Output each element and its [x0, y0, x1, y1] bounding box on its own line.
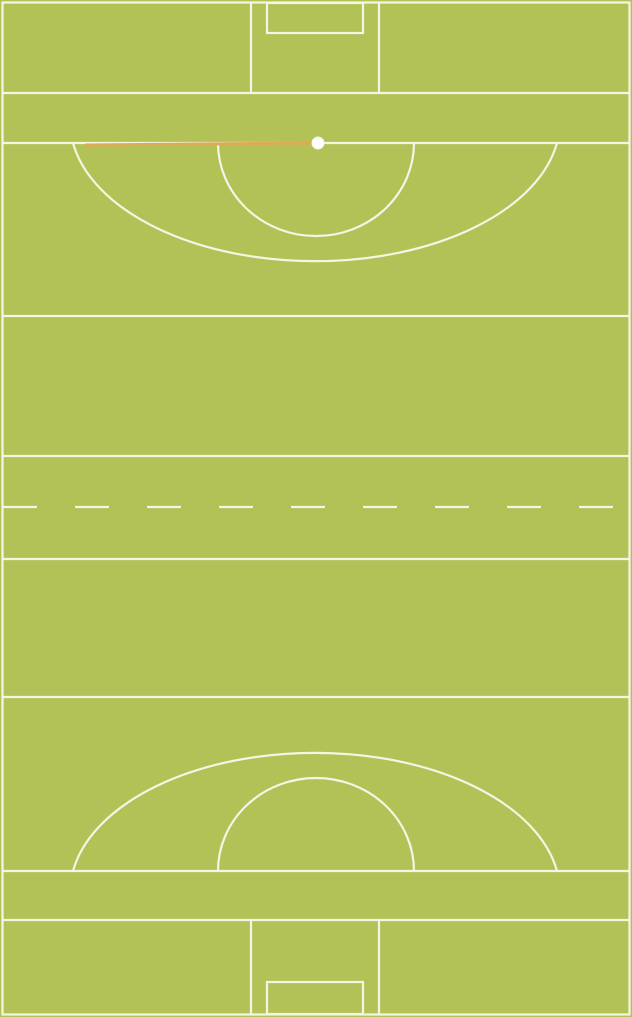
top-inner-arc	[216, 142, 416, 238]
bottom-inner-arc	[216, 776, 416, 872]
bottom-large-rectangle	[249, 920, 381, 1014]
top-outer-arc	[71, 142, 559, 263]
top-large-rectangle	[249, 3, 381, 93]
top-small-rectangle	[265, 1, 365, 35]
bottom-outer-arc	[71, 751, 559, 872]
ball-icon	[311, 136, 325, 150]
pass-line-marker	[84, 141, 315, 147]
bottom-small-rectangle	[265, 980, 365, 1016]
